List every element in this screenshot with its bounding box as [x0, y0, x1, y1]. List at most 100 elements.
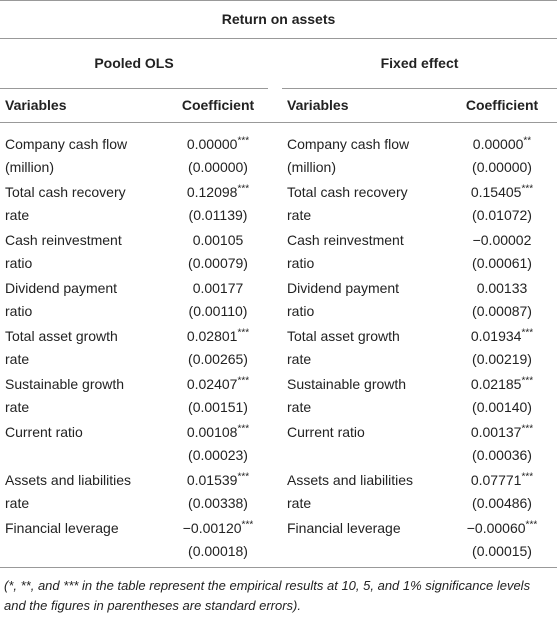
table-row: Company cash flow (million) 0.00000*** (0.0…	[0, 123, 557, 181]
spacer	[268, 468, 282, 516]
standard-error: (0.00036)	[472, 447, 532, 463]
variable-name: Dividend payment	[5, 280, 118, 296]
table-row: Total asset growth rate 0.02801*** (0.00265…	[0, 324, 557, 372]
coefficient-cell: 0.01934*** (0.00219)	[447, 324, 557, 372]
variable-name: rate	[5, 399, 30, 415]
variable-name: ratio	[287, 303, 315, 319]
standard-error: (0.00023)	[188, 447, 248, 463]
standard-error: (0.00000)	[472, 159, 532, 175]
coefficient-line: 0.02407***	[168, 373, 268, 396]
variable-cell: Total asset growth rate	[282, 324, 447, 372]
coefficient-line: 0.01934***	[447, 325, 557, 348]
coefficient-cell: 0.00108*** (0.00023)	[168, 420, 268, 468]
variable-cell: Total asset growth rate	[0, 324, 168, 372]
coefficient: 0.01539	[186, 472, 238, 488]
significance-stars: ***	[237, 327, 250, 339]
table-row: Assets and liabilities rate 0.01539*** (0.0…	[0, 468, 557, 516]
coefficient-cell: 0.07771*** (0.00486)	[447, 468, 557, 516]
variable-name: rate	[5, 207, 30, 223]
coefficient-cell: 0.00000*** (0.00000)	[168, 123, 268, 181]
variable-cell: Dividend payment ratio	[0, 276, 168, 324]
significance-stars: ***	[241, 519, 254, 531]
coefficient-line: 0.00137***	[447, 421, 557, 444]
standard-error: (0.00219)	[472, 351, 532, 367]
variable-name: ratio	[5, 255, 33, 271]
table-row: Total cash recovery rate 0.12098*** (0.0113…	[0, 180, 557, 228]
variable-cell: Company cash flow (million)	[0, 123, 168, 181]
spacer	[268, 123, 282, 181]
standard-error: (0.00018)	[188, 543, 248, 559]
spacer	[268, 228, 282, 276]
table-body: Company cash flow (million) 0.00000*** (0.0…	[0, 123, 557, 568]
variable-name: (million)	[5, 159, 54, 175]
standard-error: (0.00015)	[472, 543, 532, 559]
variable-name: Cash reinvestment	[5, 232, 122, 248]
coefficient: −0.00120	[182, 520, 242, 536]
standard-error: (0.00061)	[472, 255, 532, 271]
variable-name: Total cash recovery	[5, 184, 126, 200]
variable-name: Total asset growth	[5, 328, 118, 344]
table-row: Cash reinvestment ratio 0.00105 (0.00079) Ca…	[0, 228, 557, 276]
significance-stars: **	[523, 135, 532, 147]
variable-name: Company cash flow	[5, 136, 128, 152]
results-table: Return on assets Pooled OLS Fixed effect …	[0, 0, 557, 568]
coefficient: 0.00000	[472, 136, 524, 152]
standard-error: (0.00087)	[472, 303, 532, 319]
standard-error: (0.00079)	[188, 255, 248, 271]
table-row: Financial leverage −0.00120*** (0.00018) Fi…	[0, 516, 557, 568]
variable-cell: Cash reinvestment ratio	[282, 228, 447, 276]
variable-name: (million)	[287, 159, 336, 175]
coefficient: 0.00000	[186, 136, 238, 152]
variable-name: Financial leverage	[5, 520, 119, 536]
coefficient: 0.02185	[470, 376, 522, 392]
coefficient-cell: 0.12098*** (0.01139)	[168, 180, 268, 228]
group-header: Fixed effect	[282, 38, 557, 89]
variable-name: Current ratio	[287, 424, 365, 440]
significance-stars: ***	[237, 471, 250, 483]
coefficient-line: 0.00133	[447, 277, 557, 300]
coefficient-cell: 0.00133 (0.00087)	[447, 276, 557, 324]
significance-stars: ***	[521, 471, 534, 483]
coefficient-line: 0.02185***	[447, 373, 557, 396]
variable-name: Total cash recovery	[287, 184, 408, 200]
variable-name: Sustainable growth	[5, 376, 125, 392]
variable-name: rate	[287, 495, 312, 511]
significance-stars: ***	[521, 327, 534, 339]
variable-name: ratio	[5, 303, 33, 319]
coefficient-line: 0.00000**	[447, 133, 557, 156]
coefficient-line: −0.00060***	[447, 517, 557, 540]
coefficient: 0.00108	[186, 424, 238, 440]
variable-name: rate	[287, 399, 312, 415]
column-header: Variables	[282, 88, 447, 123]
variable-name: Sustainable growth	[287, 376, 407, 392]
significance-stars: ***	[521, 183, 534, 195]
variable-name: Assets and liabilities	[287, 472, 414, 488]
variable-name: rate	[287, 351, 312, 367]
coefficient-cell: 0.00177 (0.00110)	[168, 276, 268, 324]
variable-cell: Company cash flow (million)	[282, 123, 447, 181]
coefficient: 0.02801	[186, 328, 238, 344]
variable-name: Cash reinvestment	[287, 232, 404, 248]
variable-name: rate	[287, 207, 312, 223]
variable-cell: Current ratio	[0, 420, 168, 468]
coefficient-line: −0.00120***	[168, 517, 268, 540]
footnote: (*, **, and *** in the table represent t…	[4, 578, 531, 613]
variable-name: rate	[5, 495, 30, 511]
coefficient-cell: 0.02185*** (0.00140)	[447, 372, 557, 420]
column-header: Variables	[0, 88, 168, 123]
group-header: Pooled OLS	[0, 38, 268, 89]
coefficient-cell: −0.00002 (0.00061)	[447, 228, 557, 276]
coefficient-line: 0.00105	[168, 229, 268, 252]
table-row: Dividend payment ratio 0.00177 (0.00110) Div…	[0, 276, 557, 324]
variable-name: Financial leverage	[287, 520, 401, 536]
coefficient-cell: 0.01539*** (0.00338)	[168, 468, 268, 516]
coefficient-line: 0.12098***	[168, 181, 268, 204]
coefficient-cell: 0.00105 (0.00079)	[168, 228, 268, 276]
coefficient-cell: 0.00000** (0.00000)	[447, 123, 557, 181]
coefficient-line: 0.07771***	[447, 469, 557, 492]
coefficient: 0.15405	[470, 184, 522, 200]
coefficient: 0.12098	[186, 184, 238, 200]
spacer	[268, 324, 282, 372]
table-title: Return on assets	[0, 0, 557, 39]
standard-error: (0.01139)	[188, 207, 248, 223]
